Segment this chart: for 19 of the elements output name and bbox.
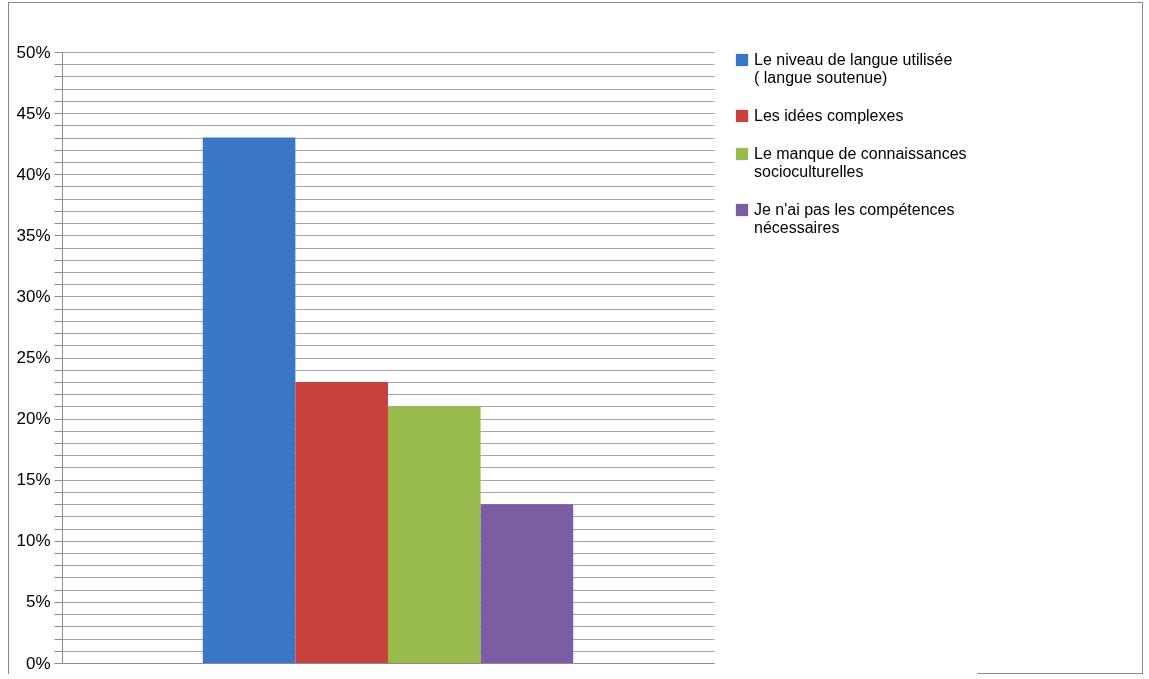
bar	[480, 504, 574, 663]
legend-label: Je n'ai pas les compétences nécessaires	[754, 201, 955, 236]
y-tick-label: 10%	[16, 531, 51, 551]
bar	[295, 381, 388, 663]
y-tick-label: 20%	[16, 409, 51, 429]
y-tick-label: 45%	[16, 103, 51, 123]
legend-label: Le niveau de langue utilisée ( langue soutenue)	[754, 51, 953, 86]
y-tick-label: 35%	[16, 225, 51, 245]
y-tick-label: 0%	[25, 653, 51, 673]
y-tick-label: 5%	[25, 592, 51, 612]
bar	[202, 137, 296, 663]
legend-label: Le manque de connaissances socioculturelles	[754, 145, 967, 180]
y-tick-label: 50%	[16, 42, 51, 62]
y-tick-label: 15%	[16, 470, 51, 490]
legend-label: Les idées complexes	[754, 107, 904, 124]
y-tick-label: 25%	[16, 348, 51, 367]
y-tick-label: 30%	[16, 286, 51, 306]
bar	[388, 406, 481, 663]
y-tick-label: 40%	[16, 164, 51, 184]
